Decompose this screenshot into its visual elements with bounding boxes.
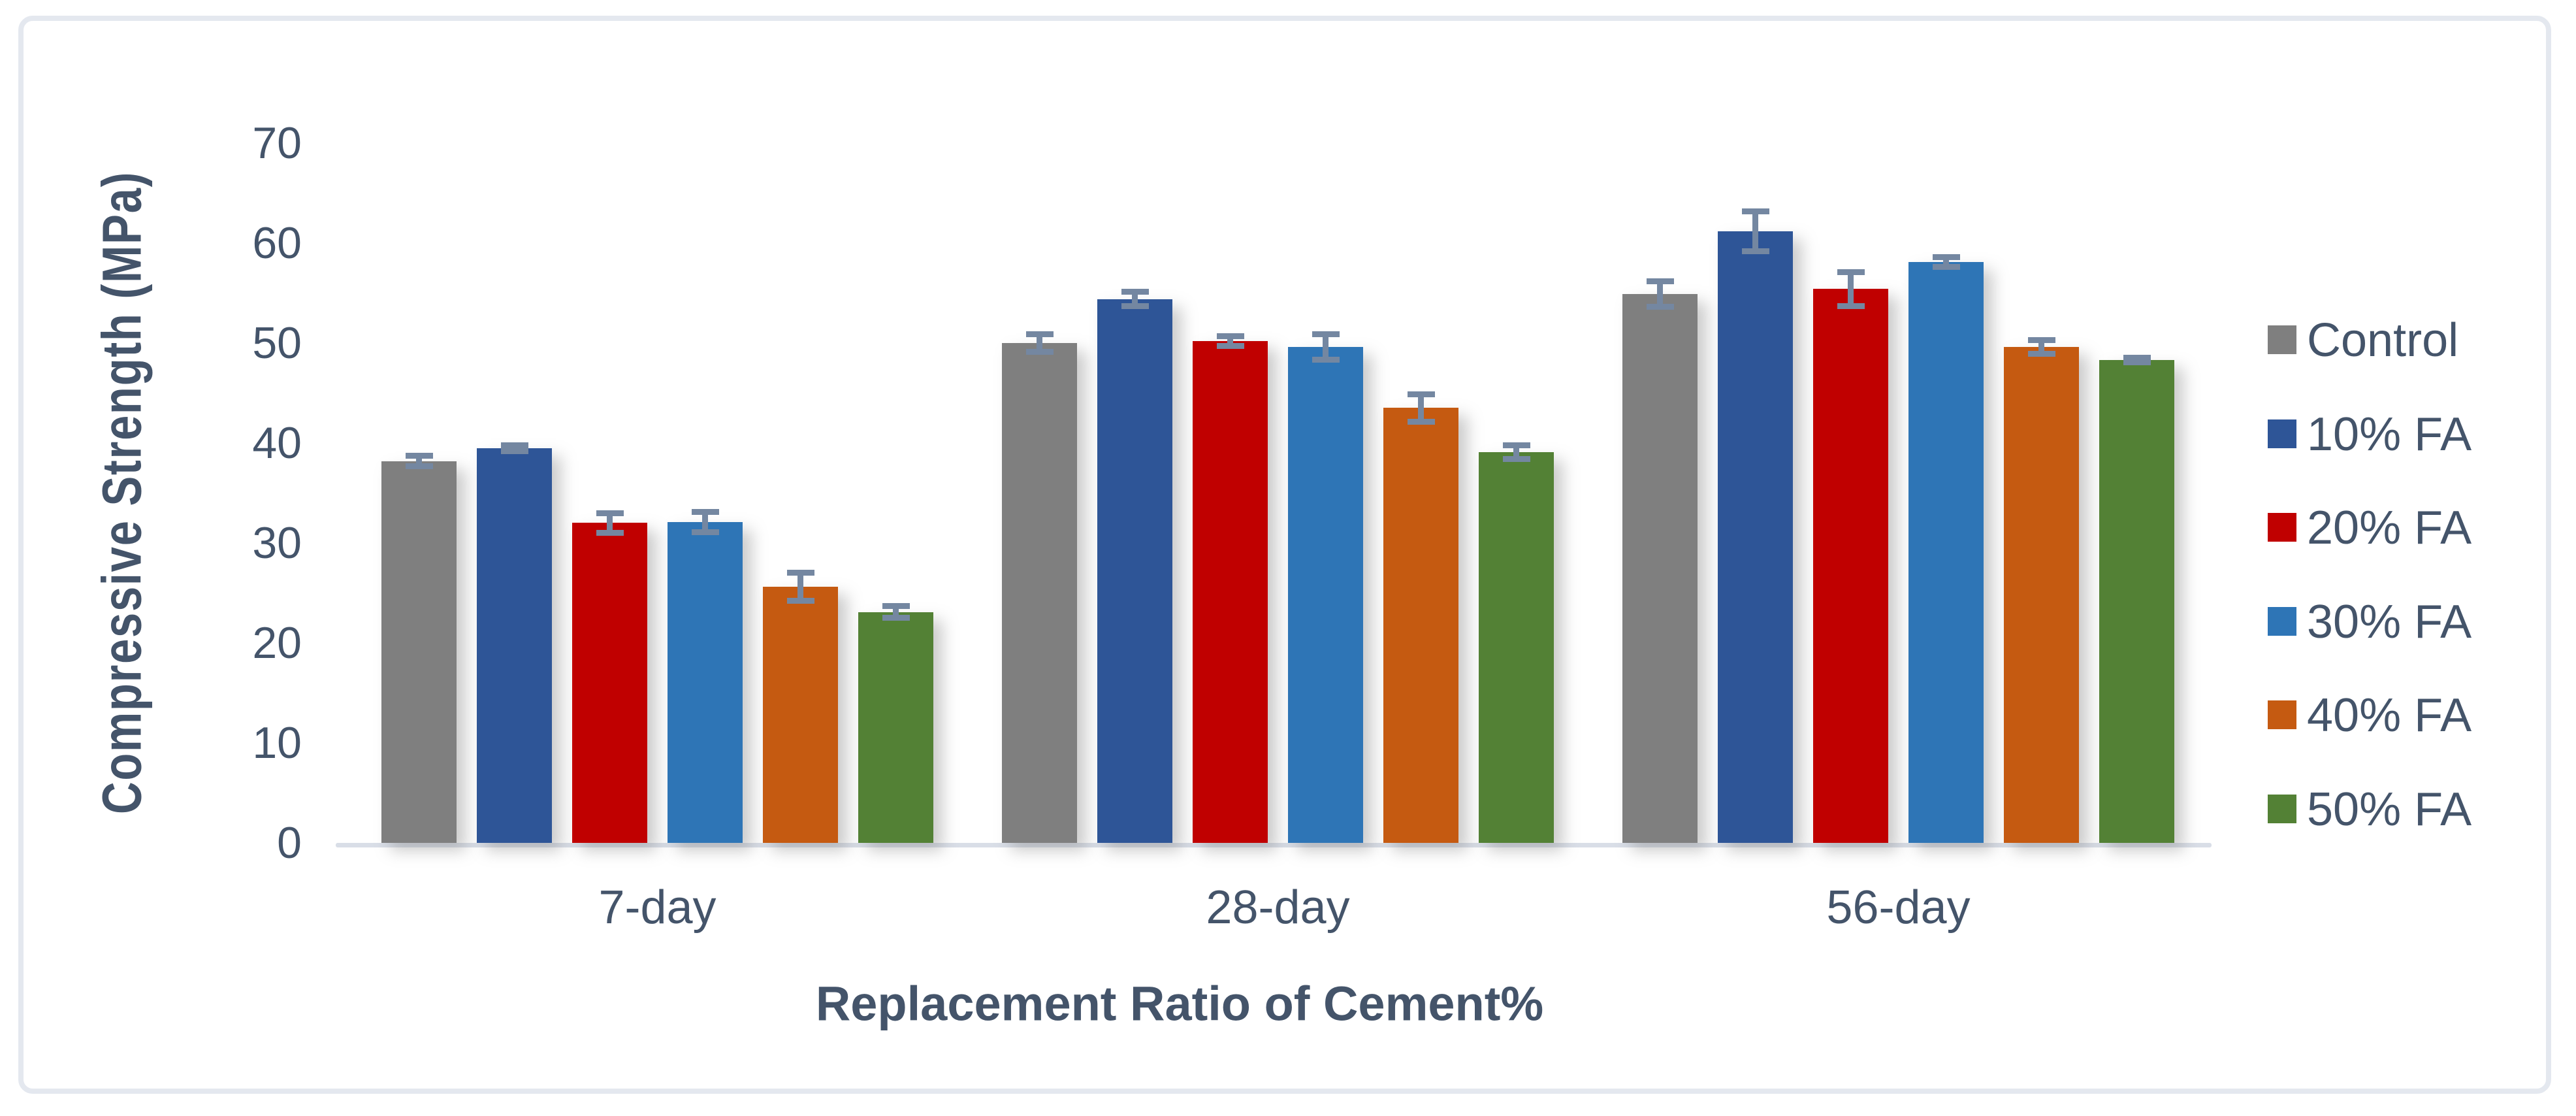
bar-10FA-56-day <box>1718 231 1793 843</box>
legend-swatch-30FA <box>2268 606 2296 636</box>
bar-10FA-28-day <box>1097 299 1172 843</box>
bar-50FA-56-day <box>2099 360 2174 843</box>
legend-label-30FA: 30% FA <box>2307 595 2472 648</box>
bar-20FA-7-day <box>572 523 647 843</box>
y-tick-label-30: 30 <box>252 518 302 568</box>
error-bar-10FA-56-day <box>1741 208 1769 254</box>
error-bar-20FA-56-day <box>1837 269 1865 309</box>
y-tick-label-0: 0 <box>277 818 302 868</box>
bar-30FA-56-day <box>1908 262 1984 843</box>
error-bar-30FA-56-day <box>1932 254 1960 271</box>
legend-label-Control: Control <box>2307 314 2459 367</box>
bar-Control-28-day <box>1002 343 1077 843</box>
error-bar-Control-28-day <box>1025 331 1054 355</box>
bar-20FA-28-day <box>1193 340 1268 843</box>
y-tick-label-10: 10 <box>252 718 302 768</box>
legend-label-40FA: 40% FA <box>2307 689 2472 742</box>
error-bar-50FA-7-day <box>882 602 910 621</box>
legend-swatch-Control <box>2268 325 2296 354</box>
bar-50FA-28-day <box>1479 451 1554 843</box>
legend-label-10FA: 10% FA <box>2307 408 2472 461</box>
y-tick-label-50: 50 <box>252 318 302 368</box>
legend-label-50FA: 50% FA <box>2307 783 2472 836</box>
legend-label-20FA: 20% FA <box>2307 502 2472 554</box>
bar-50FA-7-day <box>858 612 933 843</box>
y-tick-label-60: 60 <box>252 218 302 268</box>
y-axis-title: Compressive Strength (MPa) <box>91 171 153 815</box>
error-bar-40FA-7-day <box>786 570 814 604</box>
x-axis-title: Replacement Ratio of Cement% <box>815 976 1544 1031</box>
bar-10FA-7-day <box>477 448 552 843</box>
y-tick-label-70: 70 <box>252 118 302 168</box>
error-bar-40FA-28-day <box>1407 391 1435 425</box>
x-axis-line <box>336 843 2212 847</box>
legend-entry-50FA: 50% FA <box>2268 783 2542 836</box>
bar-40FA-56-day <box>2004 347 2079 843</box>
bar-Control-56-day <box>1622 294 1698 843</box>
error-bar-10FA-28-day <box>1121 289 1149 309</box>
bar-20FA-56-day <box>1813 289 1888 843</box>
legend-entry-30FA: 30% FA <box>2268 596 2542 648</box>
legend-swatch-50FA <box>2268 794 2296 823</box>
x-category-label-56-day: 56-day <box>1826 881 1971 934</box>
error-bar-10FA-7-day <box>500 442 528 454</box>
x-category-label-7-day: 7-day <box>598 881 716 934</box>
error-bar-20FA-28-day <box>1216 333 1244 350</box>
legend-swatch-10FA <box>2268 419 2296 448</box>
y-tick-label-20: 20 <box>252 618 302 668</box>
bar-40FA-28-day <box>1383 408 1458 843</box>
legend-entry-10FA: 10% FA <box>2268 408 2542 461</box>
error-bar-Control-56-day <box>1646 278 1674 310</box>
error-bar-Control-7-day <box>405 453 433 469</box>
legend-entry-40FA: 40% FA <box>2268 689 2542 742</box>
legend-swatch-20FA <box>2268 513 2296 542</box>
bar-Control-7-day <box>381 461 457 843</box>
error-bar-40FA-56-day <box>2027 336 2055 357</box>
y-tick-label-40: 40 <box>252 418 302 468</box>
legend-entry-Control: Control <box>2268 314 2542 367</box>
error-bar-30FA-28-day <box>1312 331 1340 363</box>
x-category-label-28-day: 28-day <box>1206 881 1350 934</box>
error-bar-30FA-7-day <box>691 509 719 535</box>
legend-swatch-40FA <box>2268 700 2296 729</box>
legend-entry-20FA: 20% FA <box>2268 502 2542 554</box>
error-bar-20FA-7-day <box>596 510 624 536</box>
bar-40FA-7-day <box>763 587 838 843</box>
bar-30FA-28-day <box>1288 347 1363 843</box>
error-bar-50FA-28-day <box>1502 442 1530 462</box>
bar-30FA-7-day <box>668 521 743 843</box>
error-bar-50FA-56-day <box>2123 355 2151 365</box>
